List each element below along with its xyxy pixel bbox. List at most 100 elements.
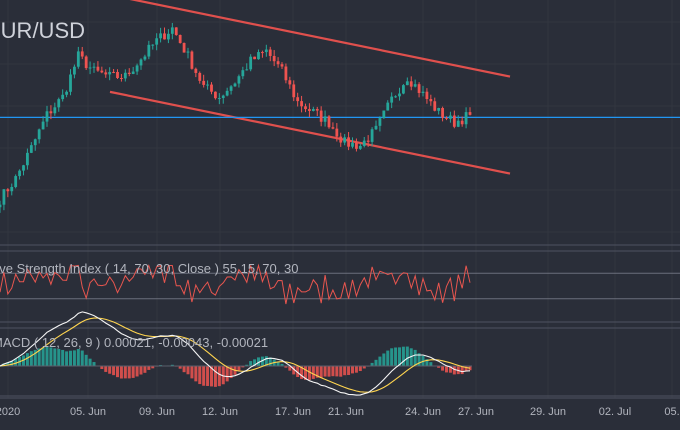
macd-histogram-bar xyxy=(29,351,33,366)
candle-body xyxy=(65,91,68,95)
macd-histogram-bar xyxy=(437,366,441,368)
candle-body xyxy=(159,33,162,39)
macd-histogram-bar xyxy=(398,347,401,366)
chart-title: EUR/USD xyxy=(0,18,85,43)
candle-body xyxy=(445,117,448,119)
x-axis-tick-label: 29. Jun xyxy=(530,406,566,418)
candle-body xyxy=(280,64,284,67)
candle-body xyxy=(390,96,394,103)
macd-histogram-bar xyxy=(425,359,429,366)
macd-histogram-bar xyxy=(72,350,76,366)
candle-body xyxy=(217,98,221,100)
macd-histogram-bar xyxy=(464,366,468,372)
macd-histogram-bar xyxy=(33,349,37,366)
x-axis-tick-label: 05. xyxy=(664,406,679,418)
candle-body xyxy=(409,81,413,87)
candle-body xyxy=(374,125,378,130)
candle-body xyxy=(0,204,2,208)
macd-histogram-bar xyxy=(327,366,331,377)
macd-histogram-bar xyxy=(460,366,464,375)
macd-histogram-bar xyxy=(405,346,409,366)
candle-body xyxy=(437,108,441,111)
macd-histogram-bar xyxy=(186,366,190,375)
macd-histogram-bar xyxy=(374,359,378,366)
macd-histogram-bar xyxy=(304,366,307,380)
x-axis-tick-label: 24. Jun xyxy=(405,406,441,418)
macd-histogram-bar xyxy=(206,366,210,386)
x-axis: 2020 05. Jun 09. Jun 12. Jun 17. Jun 21. Jun 2… xyxy=(0,406,680,418)
macd-histogram-bar xyxy=(217,366,221,387)
candle-body xyxy=(127,72,131,74)
macd-histogram-bar xyxy=(178,366,182,369)
candle-body xyxy=(80,51,84,57)
candle-body xyxy=(178,34,182,43)
macd-histogram-bar xyxy=(53,348,57,366)
macd-histogram-bar xyxy=(127,366,131,379)
candle-body xyxy=(421,91,425,93)
candle-body xyxy=(18,170,21,177)
macd-histogram-bar xyxy=(448,366,452,373)
macd-histogram-bar xyxy=(292,366,296,375)
candle-body xyxy=(139,59,143,66)
candle-body xyxy=(358,145,362,149)
candle-body xyxy=(284,66,288,81)
macd-histogram-bar xyxy=(76,349,80,366)
macd-histogram-bar xyxy=(139,366,143,375)
candle-body xyxy=(370,129,374,142)
candle-body xyxy=(296,97,300,102)
candle-body xyxy=(308,109,311,111)
candle-body xyxy=(131,71,135,74)
rsi-legend: Relative Strength Index ( 14, 70, 30, Cl… xyxy=(0,261,298,276)
macd-histogram-bar xyxy=(14,358,18,366)
macd-histogram-bar xyxy=(315,366,319,378)
candle-body xyxy=(261,52,264,54)
candle-body xyxy=(229,86,233,91)
candle-body xyxy=(433,101,437,111)
candle-body xyxy=(413,84,417,87)
candle-body xyxy=(76,51,80,67)
candle-body xyxy=(378,118,382,126)
macd-panel xyxy=(0,311,472,396)
x-axis-tick-label: 09. Jun xyxy=(139,406,175,418)
candle-body xyxy=(288,80,292,85)
macd-histogram-bar xyxy=(65,351,69,366)
candle-body xyxy=(202,80,206,85)
macd-histogram-bar xyxy=(245,364,249,366)
macd-histogram-bar xyxy=(210,366,213,387)
candle-body xyxy=(61,94,65,100)
macd-histogram-bar xyxy=(6,362,10,366)
candle-body xyxy=(405,81,409,86)
macd-histogram-bar xyxy=(378,356,382,366)
macd-histogram-bar xyxy=(69,350,72,366)
candle-body xyxy=(253,56,256,60)
candle-body xyxy=(53,107,57,114)
macd-histogram-bar xyxy=(147,366,151,370)
macd-histogram-bar xyxy=(331,366,335,377)
channel-upper-line xyxy=(129,0,511,78)
candle-body xyxy=(315,108,319,111)
macd-signal-line xyxy=(0,317,471,393)
candle-body xyxy=(198,72,202,81)
macd-histogram-bar xyxy=(182,366,186,373)
macd-histogram-bar xyxy=(143,366,147,373)
candle-body xyxy=(96,66,100,71)
macd-histogram-bar xyxy=(319,366,323,379)
macd-histogram-bar xyxy=(276,361,280,366)
candle-body xyxy=(167,33,170,40)
candle-body xyxy=(151,44,155,46)
macd-histogram-bar xyxy=(370,362,374,366)
candle-body xyxy=(29,145,33,153)
candle-body xyxy=(45,111,49,122)
macd-histogram-bar xyxy=(452,366,456,375)
candle-body xyxy=(452,115,456,127)
candle-body xyxy=(331,127,335,129)
candle-body xyxy=(460,120,464,125)
descending-channel[interactable] xyxy=(109,0,511,175)
macd-histogram-bar xyxy=(45,346,49,366)
candle-body xyxy=(26,152,29,166)
candle-body xyxy=(69,74,72,92)
macd-histogram-bar xyxy=(401,346,405,366)
candle-body xyxy=(182,42,186,53)
